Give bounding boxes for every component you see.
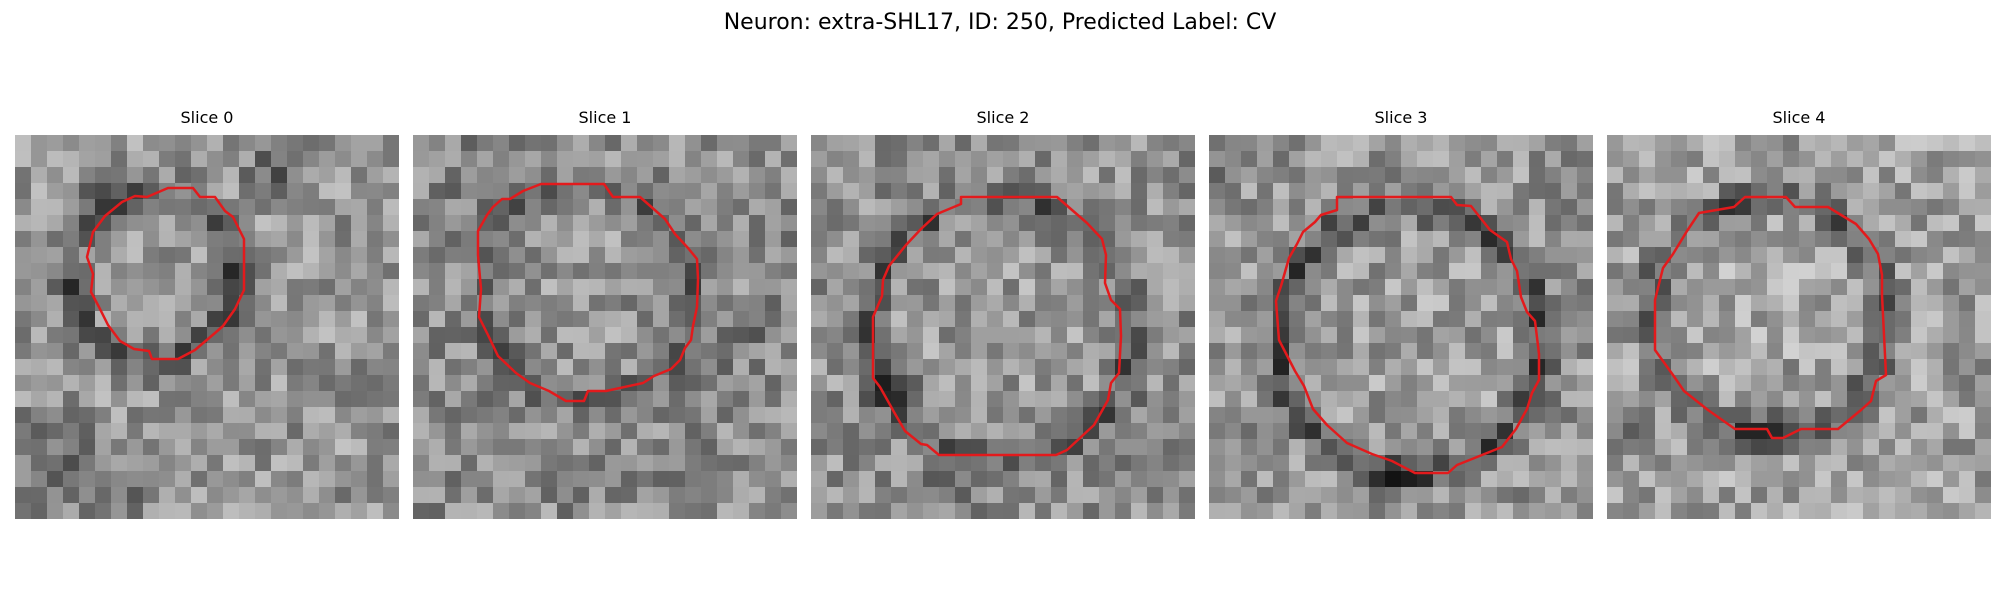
- slice-title-2: Slice 2: [976, 108, 1030, 127]
- slice-panel-2: Slice 2: [811, 104, 1195, 519]
- slice-image-2: [811, 135, 1195, 519]
- slice-pixels-2: [811, 135, 1195, 519]
- slice-image-3: [1209, 135, 1593, 519]
- slice-image-1: [413, 135, 797, 519]
- slice-title-0: Slice 0: [180, 108, 234, 127]
- slice-title-4: Slice 4: [1772, 108, 1826, 127]
- slice-contour-1: [476, 182, 700, 403]
- slice-pixels-4: [1607, 135, 1991, 519]
- slice-title-1: Slice 1: [578, 108, 632, 127]
- slice-panel-3: Slice 3: [1209, 104, 1593, 519]
- slice-pixels-0: [15, 135, 399, 519]
- slice-panel-4: Slice 4: [1607, 104, 1991, 519]
- slice-contour-3: [1274, 195, 1541, 475]
- slice-title-3: Slice 3: [1374, 108, 1428, 127]
- slice-pixels-1: [413, 135, 797, 519]
- figure-title: Neuron: extra-SHL17, ID: 250, Predicted …: [723, 10, 1277, 35]
- slice-image-0: [15, 135, 399, 519]
- slice-contour-0: [85, 186, 246, 361]
- slice-pixels-3: [1209, 135, 1593, 519]
- slice-panel-0: Slice 0: [15, 104, 399, 519]
- slice-contour-2: [871, 195, 1123, 457]
- slice-panel-1: Slice 1: [413, 104, 797, 519]
- slice-image-4: [1607, 135, 1991, 519]
- slice-contour-4: [1653, 195, 1888, 440]
